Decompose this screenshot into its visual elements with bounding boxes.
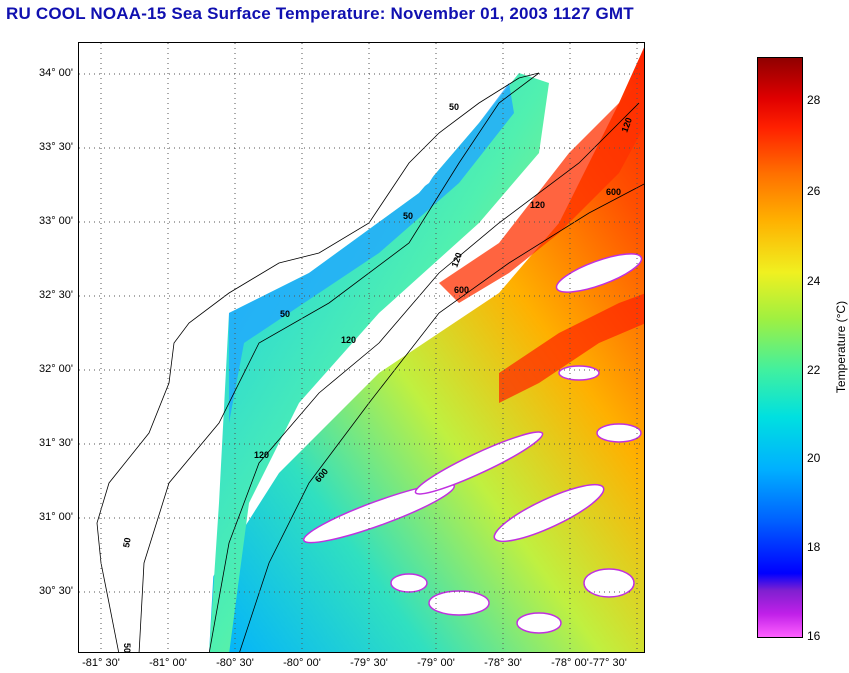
colorbar-tick-label: 20 [807, 451, 821, 465]
land [79, 43, 509, 652]
sst-map: 50 50 50 50 120 120 120 120 120 600 600 … [79, 43, 644, 653]
colorbar-tick-label: 22 [807, 363, 821, 377]
isobath-120 [208, 102, 640, 652]
lon-tick-label: -79° 30' [350, 657, 388, 669]
lat-tick-label: 32° 30' [38, 289, 73, 301]
colorbar-tick-label: 24 [807, 274, 821, 288]
warm-filament [499, 293, 644, 403]
isobath-label: 50 [280, 309, 290, 319]
colorbar-label: Temperature (°C) [834, 300, 848, 394]
isobath-label: 120 [341, 335, 356, 345]
isobath-label: 50 [122, 643, 132, 653]
isobath-label: 120 [449, 251, 464, 269]
graticule [79, 43, 644, 652]
lon-tick-label: -77° 30' [589, 657, 627, 669]
lat-tick-label: 30° 30' [38, 585, 73, 597]
isobath-label: 50 [403, 211, 413, 221]
offshore-water [209, 47, 644, 652]
colorbar-tick-label: 28 [807, 93, 821, 107]
isobath-label: 600 [606, 187, 621, 197]
isobath-label: 50 [449, 102, 459, 112]
lon-tick-label: -81° 00' [149, 657, 187, 669]
lat-tick-label: 31° 30' [38, 437, 73, 449]
colorbar-tick-label: 16 [807, 629, 821, 643]
lon-tick-label: -78° 30' [484, 657, 522, 669]
colorbar-tick-label: 18 [807, 540, 821, 554]
isobath-label: 600 [454, 285, 469, 295]
lat-tick-label: 31° 00' [38, 511, 73, 523]
colorbar-tick-label: 26 [807, 184, 821, 198]
shelf-water [209, 73, 549, 652]
lon-tick-label: -81° 30' [82, 657, 120, 669]
lon-tick-label: -80° 00' [283, 657, 321, 669]
temperature-colorbar [757, 57, 803, 638]
gulf-stream-core [439, 83, 644, 303]
nearshore-band [229, 83, 514, 423]
isobath-label: 120 [254, 450, 269, 460]
map-title: RU COOL NOAA-15 Sea Surface Temperature:… [6, 4, 634, 23]
cloud-patches [302, 253, 643, 634]
lat-tick-label: 33° 30' [38, 141, 73, 153]
lon-tick-label: -78° 00' [551, 657, 589, 669]
isobath-50 [138, 72, 540, 652]
coastline [96, 72, 540, 652]
isobath-600 [239, 183, 644, 652]
lat-tick-label: 34° 00' [38, 67, 73, 79]
sst-map-panel[interactable]: 50 50 50 50 120 120 120 120 120 600 600 … [78, 42, 645, 653]
lon-tick-label: -79° 00' [417, 657, 455, 669]
lat-tick-label: 32° 00' [38, 363, 73, 375]
lon-tick-label: -80° 30' [216, 657, 254, 669]
lat-tick-label: 33° 00' [38, 215, 73, 227]
isobath-label: 50 [121, 537, 133, 549]
isobath-label: 120 [530, 200, 545, 210]
isobath-label: 120 [619, 116, 634, 134]
